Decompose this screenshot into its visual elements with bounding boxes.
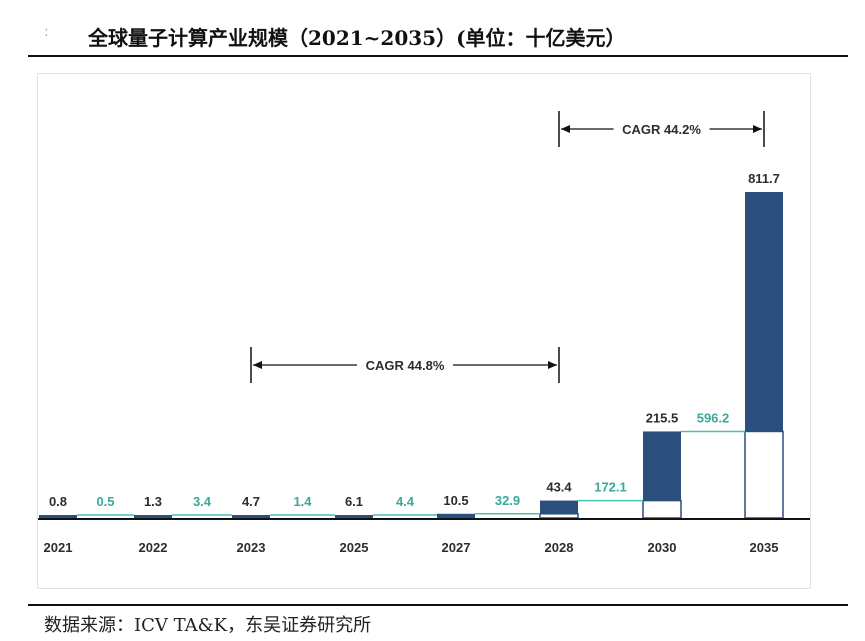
value-label-2027: 10.5 bbox=[443, 493, 468, 508]
tick-label-2028: 2028 bbox=[545, 540, 574, 555]
chart-svg: 2021 2022 2023 2025 2027 2028 2030 2035 0.8 1.3 4.… bbox=[38, 111, 810, 555]
chart-title: 全球量子计算产业规模（2021~2035）(单位：十亿美元） bbox=[88, 26, 626, 50]
bar-base-2030 bbox=[642, 499, 682, 519]
cagr-2028-2035-left-arrowhead bbox=[561, 125, 570, 133]
bar-base-2028 bbox=[539, 513, 579, 519]
tick-label-2021: 2021 bbox=[44, 540, 73, 555]
increment-label-2028-2030: 172.1 bbox=[594, 480, 627, 495]
top-rule bbox=[28, 55, 848, 57]
value-label-2030: 215.5 bbox=[646, 410, 679, 425]
increment-label-2025-2027: 4.4 bbox=[396, 494, 415, 509]
bar-2025 bbox=[335, 515, 373, 518]
bar-2030 bbox=[643, 431, 681, 501]
bar-2027 bbox=[437, 513, 475, 518]
title-marker: : bbox=[44, 24, 49, 40]
bar-2023 bbox=[232, 515, 270, 518]
tick-label-2023: 2023 bbox=[237, 540, 266, 555]
cagr-2023-2028-left-arrowhead bbox=[253, 361, 262, 369]
tick-label-2027: 2027 bbox=[442, 540, 471, 555]
tick-label-2022: 2022 bbox=[139, 540, 168, 555]
cagr-2023-2028-label: CAGR 44.8% bbox=[366, 358, 445, 373]
cagr-2023-2028-right-arrowhead bbox=[548, 361, 557, 369]
tick-label-2035: 2035 bbox=[750, 540, 779, 555]
cagr-2028-2035-label: CAGR 44.2% bbox=[622, 122, 701, 137]
bar-2028 bbox=[540, 500, 578, 514]
value-label-2021: 0.8 bbox=[49, 494, 67, 509]
value-label-2025: 6.1 bbox=[345, 494, 363, 509]
bottom-rule bbox=[28, 604, 848, 606]
bar-2035 bbox=[745, 192, 783, 432]
increment-label-2030-2035: 596.2 bbox=[697, 410, 730, 425]
source-note: 数据来源：ICV TA&K，东吴证券研究所 bbox=[44, 615, 372, 636]
tick-label-2030: 2030 bbox=[648, 540, 677, 555]
increment-label-2023-2025: 1.4 bbox=[293, 494, 312, 509]
bar-2021 bbox=[39, 515, 77, 518]
increment-label-2027-2028: 32.9 bbox=[495, 493, 520, 508]
increment-label-2021-2022: 0.5 bbox=[96, 494, 114, 509]
chart-frame: 2021 2022 2023 2025 2027 2028 2030 2035 0.8 1.3 4.… bbox=[37, 73, 811, 589]
increment-label-2022-2023: 3.4 bbox=[193, 494, 212, 509]
bar-2022 bbox=[134, 515, 172, 518]
tick-label-2025: 2025 bbox=[340, 540, 369, 555]
value-label-2023: 4.7 bbox=[242, 494, 260, 509]
value-label-2022: 1.3 bbox=[144, 494, 162, 509]
bar-base-2035 bbox=[744, 430, 784, 519]
value-label-2028: 43.4 bbox=[546, 480, 572, 495]
value-label-2035: 811.7 bbox=[748, 171, 780, 186]
cagr-2028-2035-right-arrowhead bbox=[753, 125, 762, 133]
